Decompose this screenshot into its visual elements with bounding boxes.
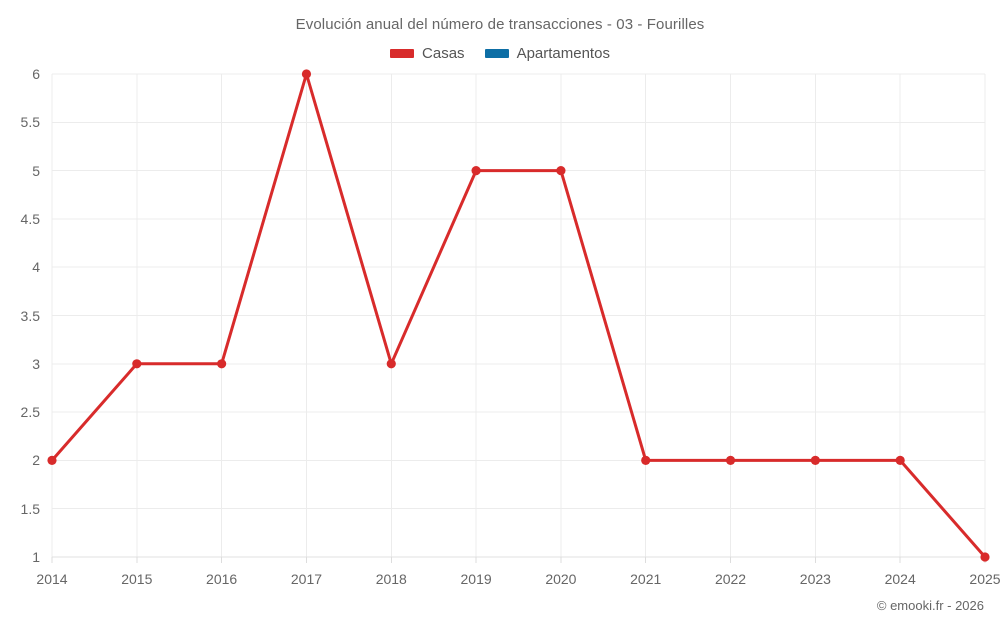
x-tick-label: 2016	[206, 571, 238, 587]
x-tick-label: 2018	[375, 571, 407, 587]
legend-label-casas: Casas	[422, 45, 465, 62]
x-tick-label: 2024	[884, 571, 916, 587]
y-tick-label: 3	[32, 355, 40, 372]
legend-swatch-apartamentos-icon	[484, 49, 509, 58]
x-tick-label: 2020	[545, 571, 577, 587]
data-point[interactable]	[556, 166, 566, 176]
y-tick-label: 4	[32, 259, 40, 276]
data-point[interactable]	[641, 455, 651, 465]
data-point[interactable]	[386, 359, 396, 369]
data-point[interactable]	[810, 455, 820, 465]
data-point[interactable]	[895, 455, 905, 465]
y-tick-label: 2	[32, 452, 40, 469]
legend-item-casas[interactable]: Casas	[390, 45, 465, 62]
x-tick-label: 2019	[460, 571, 492, 587]
data-point[interactable]	[301, 69, 312, 79]
x-tick-label: 2017	[290, 571, 323, 587]
series-casas	[47, 69, 990, 562]
copyright-credit: © emooki.fr - 2026	[876, 598, 984, 613]
chart-title: Evolución anual del número de transaccio…	[295, 16, 705, 33]
gridlines	[51, 73, 986, 558]
data-point[interactable]	[132, 359, 142, 369]
data-point[interactable]	[980, 552, 990, 562]
y-tick-label: 1	[32, 549, 40, 565]
x-tick-label: 2023	[799, 571, 831, 587]
y-tick-label: 2.5	[20, 404, 40, 421]
legend-label-apartamentos: Apartamentos	[516, 45, 610, 62]
x-tick-label: 2021	[630, 571, 662, 587]
data-point[interactable]	[725, 455, 736, 465]
x-tick-label: 2015	[121, 571, 153, 587]
y-tick-label: 4.5	[20, 210, 40, 227]
x-axis-ticks	[51, 557, 986, 563]
legend-item-apartamentos[interactable]: Apartamentos	[484, 45, 610, 62]
y-tick-label: 1.5	[20, 500, 40, 517]
x-tick-label: 2025	[969, 571, 1000, 587]
y-tick-label: 5	[32, 162, 40, 179]
x-tick-label: 2014	[36, 571, 68, 587]
data-point[interactable]	[471, 166, 481, 176]
data-point[interactable]	[47, 455, 57, 465]
y-tick-label: 6	[32, 66, 40, 82]
y-tick-label: 5.5	[20, 114, 40, 131]
legend-swatch-casas-icon	[390, 49, 415, 58]
x-tick-label: 2022	[714, 571, 747, 587]
chart-legend: Casas Apartamentos	[0, 45, 1000, 62]
data-point[interactable]	[217, 359, 227, 369]
y-tick-label: 3.5	[20, 307, 40, 324]
